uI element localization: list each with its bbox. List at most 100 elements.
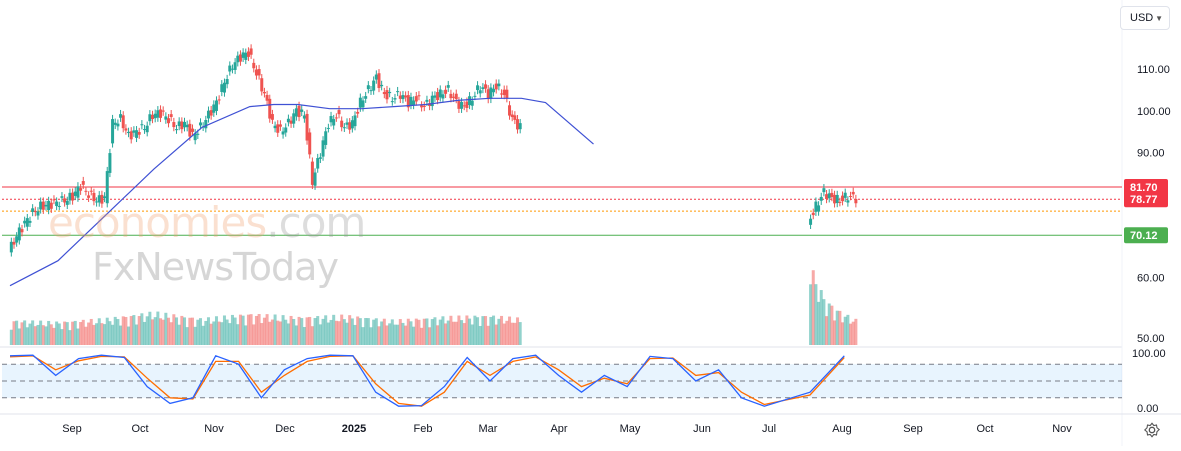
volume-bar [380,321,384,345]
volume-bar [401,322,405,345]
price-tick-label: 100.00 [1137,106,1171,118]
candle-body [17,227,21,241]
candle-body [369,90,373,92]
volume-bar [265,314,269,345]
volume-bar [92,324,96,345]
currency-select[interactable]: USD ▼ [1120,6,1170,30]
candle-body [294,108,298,117]
candle-body [100,194,104,204]
candle-body [353,115,357,127]
candle-body [468,96,472,106]
volume-bar [196,319,200,345]
volume-bar [334,320,338,345]
candle-body [196,133,200,135]
candle-body [41,201,45,210]
candle-body [809,218,813,225]
volume-bar [164,312,168,345]
volume-bar [356,316,360,345]
volume-bar [63,321,67,345]
volume-bar [12,321,16,345]
volume-bar [406,318,410,345]
volume-bar [849,323,853,345]
candle-body [833,194,837,204]
price-level-badge-label: 70.12 [1130,230,1158,242]
candle-body [92,192,96,202]
volume-bar [55,321,59,345]
settings-gear-icon[interactable] [1143,421,1161,439]
candle-body [476,85,480,91]
volume-bar [225,319,229,345]
candle-body [446,85,450,88]
volume-bar [201,325,205,345]
candle-body [84,190,88,192]
volume-bar [294,325,298,345]
volume-bar [468,318,472,345]
time-axis-label: Mar [479,423,498,435]
candle-body [510,114,514,118]
candle-body [406,95,410,108]
volume-bar [497,318,501,345]
candle-body [374,74,378,80]
volume-bar [377,326,381,345]
candle-body [212,104,216,113]
price-tick-label: 90.00 [1137,147,1165,159]
candle-body [169,114,173,118]
candle-body [851,191,855,195]
volume-bar [278,321,282,345]
oscillator-tick-label: 100.00 [1132,348,1166,360]
volume-bar [398,319,402,345]
volume-bar [305,317,309,345]
volume-bar [31,320,35,345]
volume-bar [830,305,834,345]
candle-body [175,129,179,131]
moving-average-line [9,97,594,287]
candle-body [388,91,392,94]
volume-bar [228,323,232,345]
candle-body [206,110,210,119]
candle-body [404,95,408,98]
volume-bar [310,326,314,345]
volume-bar [73,320,77,345]
volume-bar [843,316,847,345]
volume-bar [244,325,248,345]
candle-body [310,161,314,185]
volume-bar [262,317,266,345]
volume-bar [518,322,522,345]
volume-bar [105,317,109,345]
volume-bar [422,318,426,345]
candle-body [153,113,157,119]
volume-bar [417,319,421,345]
candle-body [55,201,59,207]
volume-bar [68,330,72,345]
candle-body [377,73,381,89]
candle-body [151,114,155,120]
volume-bar [193,326,197,345]
candle-body [361,100,365,108]
volume-bar [151,319,155,345]
candle-body [95,201,99,203]
candle-body [518,123,522,130]
volume-bar [508,316,512,345]
candle-body [265,94,269,101]
candle-body [260,78,264,92]
candle-body [44,204,48,207]
volume-bar [175,317,179,345]
volume-bar [308,316,312,345]
candle-body [156,110,160,118]
candle-body [460,101,464,109]
candle-body [508,105,512,116]
volume-bar [452,321,456,345]
time-axis-label: May [620,423,641,435]
volume-bar [484,316,488,345]
volume-bar [473,315,477,345]
volume-bar [404,325,408,345]
volume-bar [814,284,818,345]
volume-bar [297,316,301,345]
candle-body [127,131,131,134]
volume-bar [382,318,386,345]
candle-body [841,195,845,202]
candle-body [849,195,853,197]
candle-body [436,92,440,101]
